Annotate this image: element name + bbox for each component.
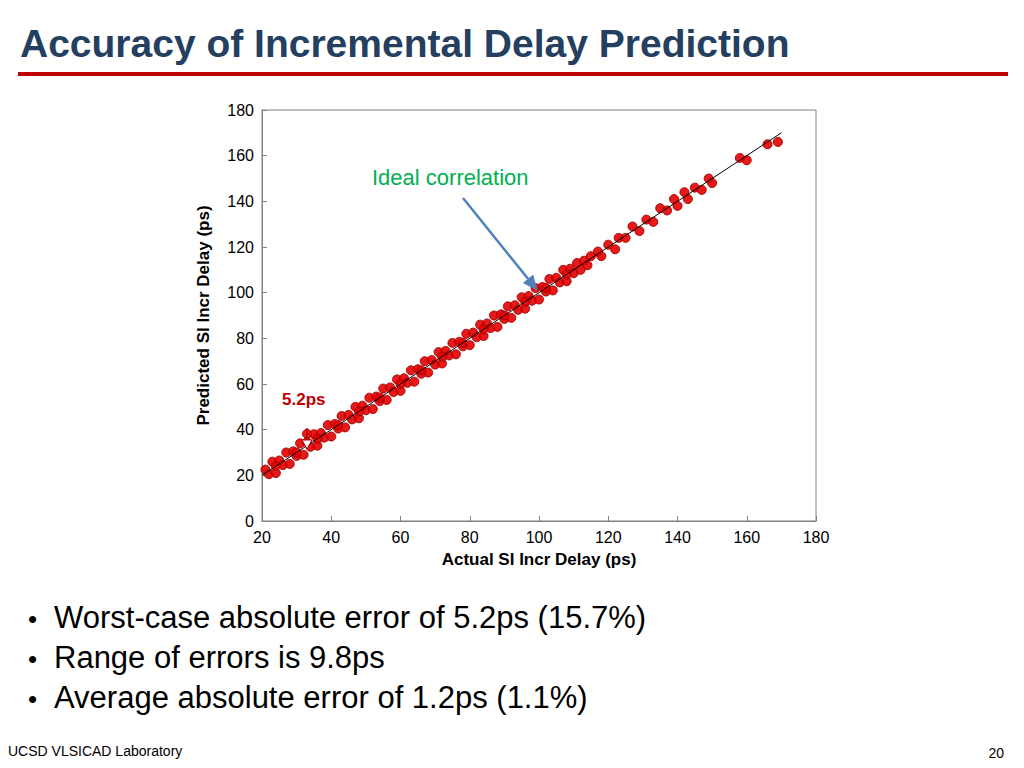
svg-text:40: 40: [322, 529, 340, 546]
svg-text:140: 140: [664, 529, 691, 546]
svg-text:Predicted SI Incr Delay (ps): Predicted SI Incr Delay (ps): [194, 205, 213, 425]
svg-text:100: 100: [526, 529, 553, 546]
svg-text:0: 0: [245, 513, 254, 530]
svg-text:Actual SI Incr Delay (ps): Actual SI Incr Delay (ps): [442, 550, 637, 569]
svg-text:5.2ps: 5.2ps: [282, 390, 325, 409]
svg-text:60: 60: [392, 529, 410, 546]
svg-text:160: 160: [227, 147, 254, 164]
html-text:Average absolute error of 1.2p: Average absolute error of 1.2ps (1.1%): [54, 680, 588, 715]
svg-text:80: 80: [461, 529, 479, 546]
svg-text:120: 120: [595, 529, 622, 546]
svg-text:100: 100: [227, 284, 254, 301]
svg-text:Ideal correlation: Ideal correlation: [372, 165, 529, 190]
svg-text:120: 120: [227, 239, 254, 256]
html-text:UCSD VLSICAD Laboratory: UCSD VLSICAD Laboratory: [8, 743, 183, 759]
svg-text:20: 20: [253, 529, 271, 546]
html-text:Worst-case absolute error of 5: Worst-case absolute error of 5.2ps (15.7…: [54, 600, 647, 635]
html-text:Accuracy of Incremental Delay: Accuracy of Incremental Delay Prediction: [20, 22, 790, 65]
html-text:20: 20: [988, 745, 1004, 761]
svg-text:180: 180: [803, 529, 830, 546]
html-text:Range of errors is 9.8ps: Range of errors is 9.8ps: [54, 640, 385, 675]
svg-text:180: 180: [227, 102, 254, 119]
svg-text:20: 20: [236, 467, 254, 484]
svg-text:60: 60: [236, 376, 254, 393]
svg-text:140: 140: [227, 193, 254, 210]
svg-text:40: 40: [236, 421, 254, 438]
svg-text:80: 80: [236, 330, 254, 347]
svg-text:160: 160: [733, 529, 760, 546]
